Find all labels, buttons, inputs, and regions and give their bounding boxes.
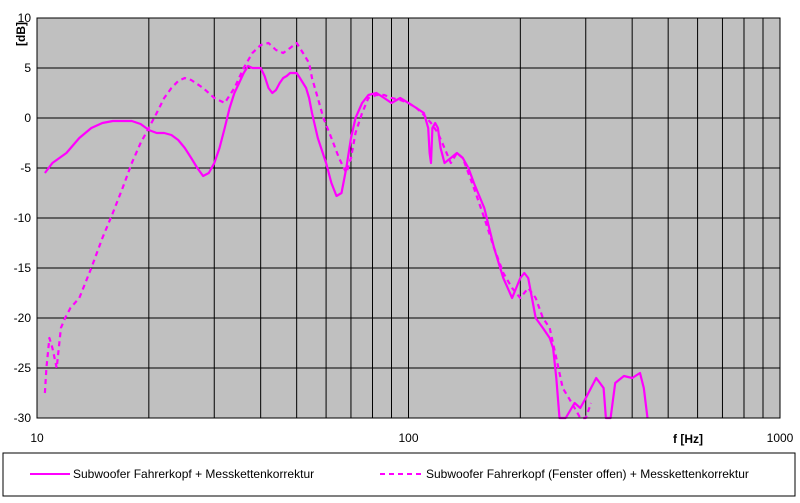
x-tick-label: 10 bbox=[30, 431, 44, 445]
legend-label-series-1: Subwoofer Fahrerkopf + Messkettenkorrekt… bbox=[73, 467, 314, 481]
y-axis-title: [dB] bbox=[14, 22, 28, 46]
x-tick-label: 1000 bbox=[767, 431, 794, 445]
x-tick-label: 100 bbox=[398, 431, 418, 445]
y-tick-label: -10 bbox=[14, 211, 32, 225]
y-axis-ticks: 10 5 0 -5 -10 -15 -20 -25 -30 bbox=[14, 11, 32, 425]
y-tick-label: -15 bbox=[14, 261, 32, 275]
grid-lines bbox=[37, 17, 780, 419]
y-tick-label: -20 bbox=[14, 311, 32, 325]
y-tick-label: -30 bbox=[14, 411, 32, 425]
y-tick-label: -25 bbox=[14, 361, 32, 375]
x-axis-title: f [Hz] bbox=[673, 432, 703, 446]
series-layer bbox=[43, 41, 649, 420]
series-line-dashed bbox=[43, 41, 593, 420]
legend-label-series-2: Subwoofer Fahrerkopf (Fenster offen) + M… bbox=[426, 467, 749, 481]
x-axis-ticks: 10 100 1000 bbox=[30, 431, 793, 445]
y-tick-label: -5 bbox=[20, 161, 31, 175]
y-tick-label: 5 bbox=[24, 61, 31, 75]
plot-frame bbox=[36, 17, 781, 419]
y-tick-label: 0 bbox=[24, 111, 31, 125]
y-tick-label: 10 bbox=[18, 11, 32, 25]
